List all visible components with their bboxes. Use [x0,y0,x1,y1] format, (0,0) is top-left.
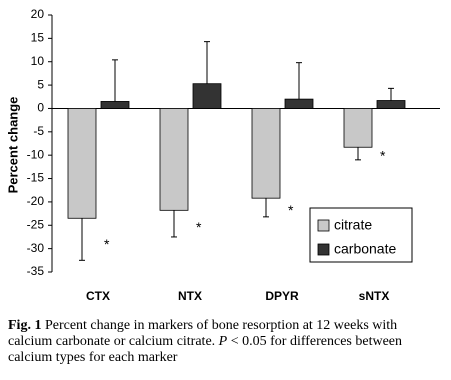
y-tick-label: -10 [27,147,45,161]
x-tick-label: NTX [178,289,202,303]
chart: Percent change -35 -30 -25 -20 -15 -10 -5 0 5 10 1… [5,7,440,303]
legend-label: citrate [334,217,372,233]
y-axis-label: Percent change [5,97,20,194]
y-tick-label: -15 [27,171,45,185]
bar [284,98,314,109]
significance-marker: * [288,202,294,218]
bar [251,108,281,199]
significance-marker: * [380,148,386,164]
caption-text: Percent change in markers of bone resorp… [8,318,398,349]
bar [159,108,189,211]
y-tick-label: -25 [27,217,45,231]
caption-label: Fig. 1 [8,318,42,333]
y-tick-label: -35 [27,264,45,278]
y-tick-label: 20 [31,7,45,21]
y-tick-label: -5 [33,124,44,138]
caption-text-after: < 0.05 for differences between calcium t… [8,334,403,365]
y-tick-label: 15 [31,31,45,45]
y-tick-label: 10 [31,54,45,68]
bar [192,83,222,109]
bar [67,108,97,219]
y-tick-label: 0 [37,101,44,115]
caption: Fig. 1 Percent change in markers of bone… [8,318,444,366]
bar [100,101,130,109]
x-tick-label: CTX [86,289,110,303]
y-tick-label: -30 [27,241,45,255]
significance-marker: * [196,219,202,235]
legend-swatch [317,219,330,232]
legend-swatch [317,243,330,256]
y-tick-label: -20 [27,194,45,208]
bar [376,100,406,109]
x-tick-label: DPYR [265,289,299,303]
bar [343,108,373,148]
significance-marker: * [104,236,110,252]
x-tick-label: sNTX [359,289,390,303]
legend-label: carbonate [334,241,396,257]
y-tick-label: 5 [37,77,44,91]
caption-p: P [218,334,228,349]
